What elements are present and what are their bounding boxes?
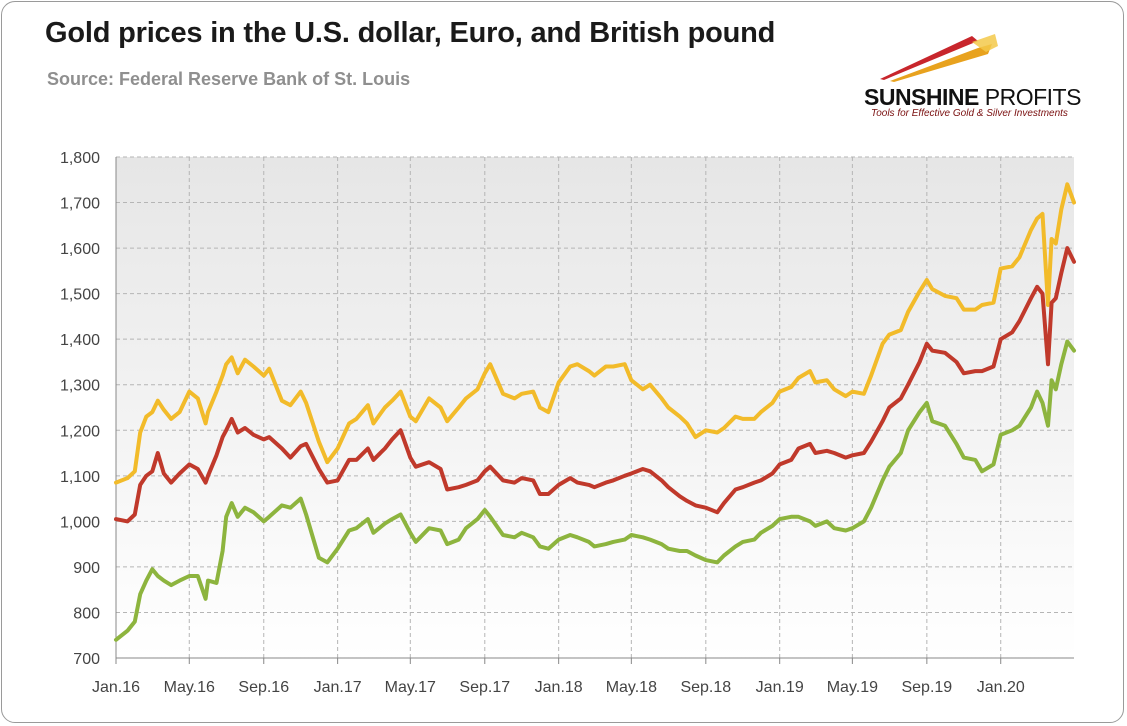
y-tick-label: 1,300 (60, 378, 100, 395)
x-tick-label: May.19 (827, 679, 878, 696)
y-tick-label: 1,800 (60, 150, 100, 167)
y-tick-label: 1,500 (60, 287, 100, 304)
x-tick-label: Sep.18 (680, 679, 731, 696)
x-tick-label: May.17 (385, 679, 436, 696)
y-axis: 700 800 900 1,000 1,100 1,200 1,300 1,400 1,500 1… (60, 150, 117, 668)
x-tick-label: Jan.17 (314, 679, 362, 696)
y-tick-label: 1,200 (60, 423, 100, 440)
y-tick-label: 900 (73, 560, 100, 577)
series-line-3 (114, 339, 1076, 642)
logo-tagline: Tools for Effective Gold & Silver Invest… (871, 108, 1068, 119)
logo-name: SUNSHINE PROFITS (864, 84, 1081, 111)
logo-name-regular: PROFITS (978, 84, 1082, 110)
sunshine-profits-logo-icon (880, 34, 998, 82)
x-tick-label: May.16 (164, 679, 215, 696)
logo-ray-yellow (972, 34, 998, 52)
x-tick-label: May.18 (606, 679, 657, 696)
series-line-2 (114, 246, 1076, 524)
x-tick-label: Jan.16 (92, 679, 140, 696)
x-axis: Jan.16 May.16 Sep.16 Jan.17 May.17 Sep.17 Jan.… (92, 657, 1074, 696)
chart-title: Gold prices in the U.S. dollar, Euro, an… (45, 17, 776, 49)
y-tick-label: 1,100 (60, 469, 100, 486)
x-tick-label: Jan.19 (756, 679, 804, 696)
y-tick-label: 1,700 (60, 196, 100, 213)
logo-name-bold: SUNSHINE (864, 84, 979, 110)
series-lines (114, 182, 1076, 642)
y-tick-label: 1,400 (60, 332, 100, 349)
x-tick-label: Jan.20 (977, 679, 1025, 696)
x-tick-label: Jan.18 (535, 679, 583, 696)
x-tick-label: Sep.17 (459, 679, 510, 696)
logo-ray-orange (890, 44, 992, 82)
gridlines (115, 156, 1074, 659)
y-tick-label: 1,000 (60, 514, 100, 531)
x-tick-label: Sep.19 (901, 679, 952, 696)
logo-ray-red (880, 36, 978, 80)
plot-area-background (116, 157, 1074, 658)
y-tick-label: 700 (73, 651, 100, 668)
chart-subtitle: Source: Federal Reserve Bank of St. Loui… (47, 69, 411, 89)
y-tick-label: 1,600 (60, 241, 100, 258)
x-tick-label: Sep.16 (238, 679, 289, 696)
series-line-1 (114, 182, 1076, 485)
y-tick-label: 800 (73, 605, 100, 622)
